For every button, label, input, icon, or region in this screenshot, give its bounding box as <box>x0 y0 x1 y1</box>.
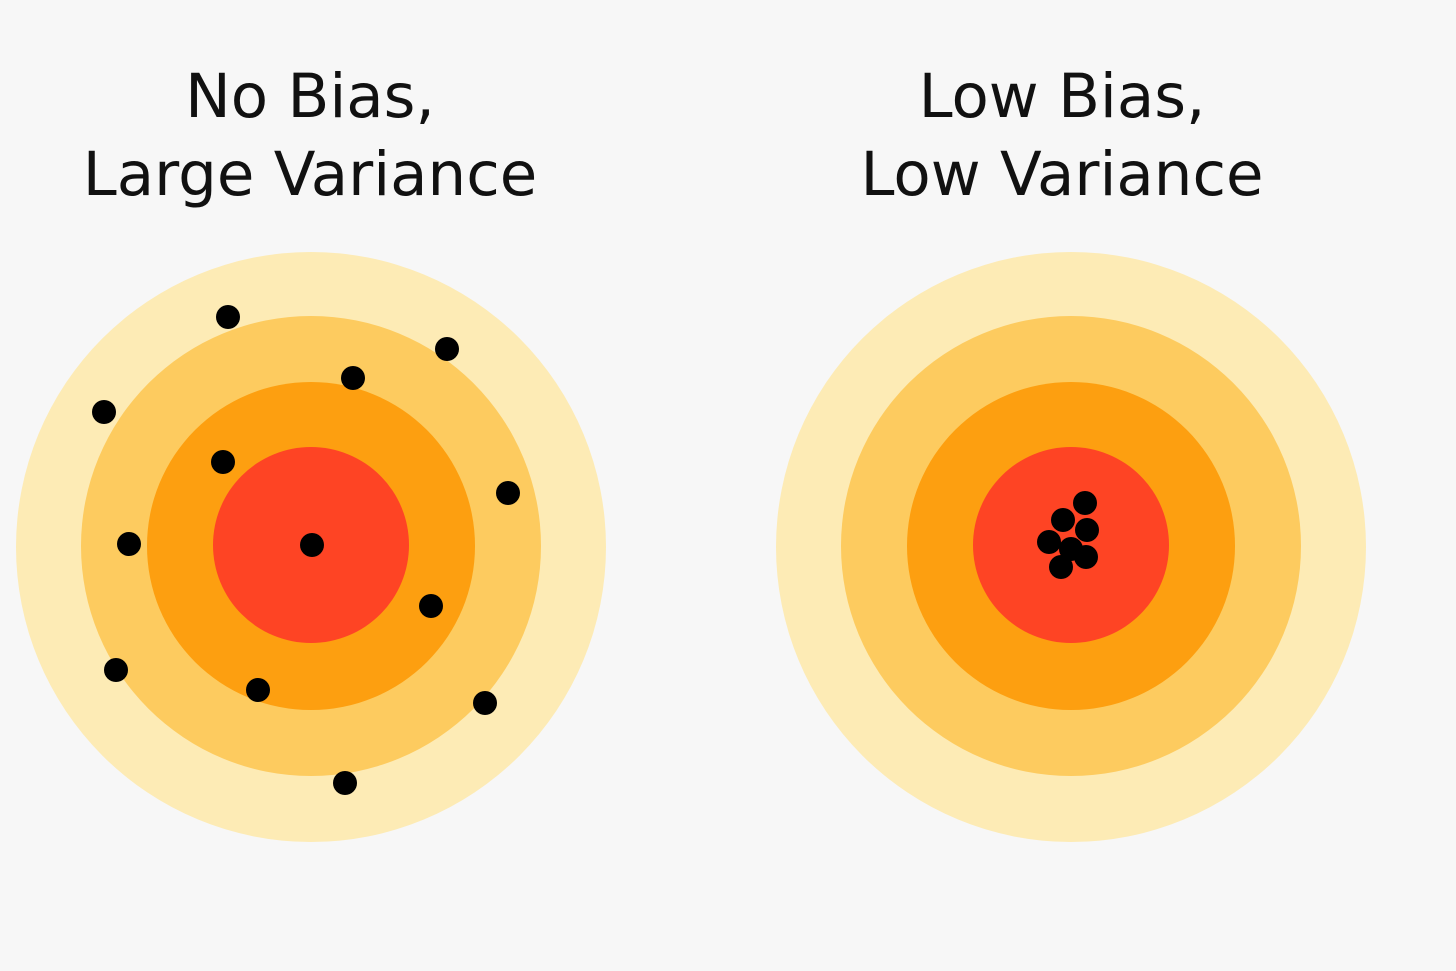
left-hit-dot <box>246 678 270 702</box>
right-hit-dot <box>1051 508 1075 532</box>
left-panel-title: No Bias, Large Variance <box>0 58 620 214</box>
left-title-line2: Large Variance <box>82 139 538 210</box>
left-hit-dot <box>117 532 141 556</box>
left-hits <box>92 305 520 795</box>
right-hit-dot <box>1037 530 1061 554</box>
left-target <box>16 252 606 842</box>
left-hit-dot <box>496 481 520 505</box>
left-hit-dot <box>300 533 324 557</box>
left-hit-dot <box>419 594 443 618</box>
left-hit-dot <box>341 366 365 390</box>
left-hit-dot <box>211 450 235 474</box>
right-title-line2: Low Variance <box>860 139 1264 210</box>
right-target <box>776 252 1366 842</box>
right-panel-title: Low Bias, Low Variance <box>752 58 1372 214</box>
right-hit-dot <box>1073 491 1097 515</box>
left-hit-dot <box>92 400 116 424</box>
left-hit-dot <box>435 337 459 361</box>
left-title-line1: No Bias, <box>185 61 435 132</box>
left-hit-dot <box>216 305 240 329</box>
right-hits <box>1037 491 1099 579</box>
right-hit-dot <box>1075 518 1099 542</box>
left-hit-dot <box>333 771 357 795</box>
left-hit-dot <box>104 658 128 682</box>
right-title-line1: Low Bias, <box>918 61 1206 132</box>
right-hit-dot <box>1074 545 1098 569</box>
right-hit-dot <box>1049 555 1073 579</box>
left-hit-dot <box>473 691 497 715</box>
